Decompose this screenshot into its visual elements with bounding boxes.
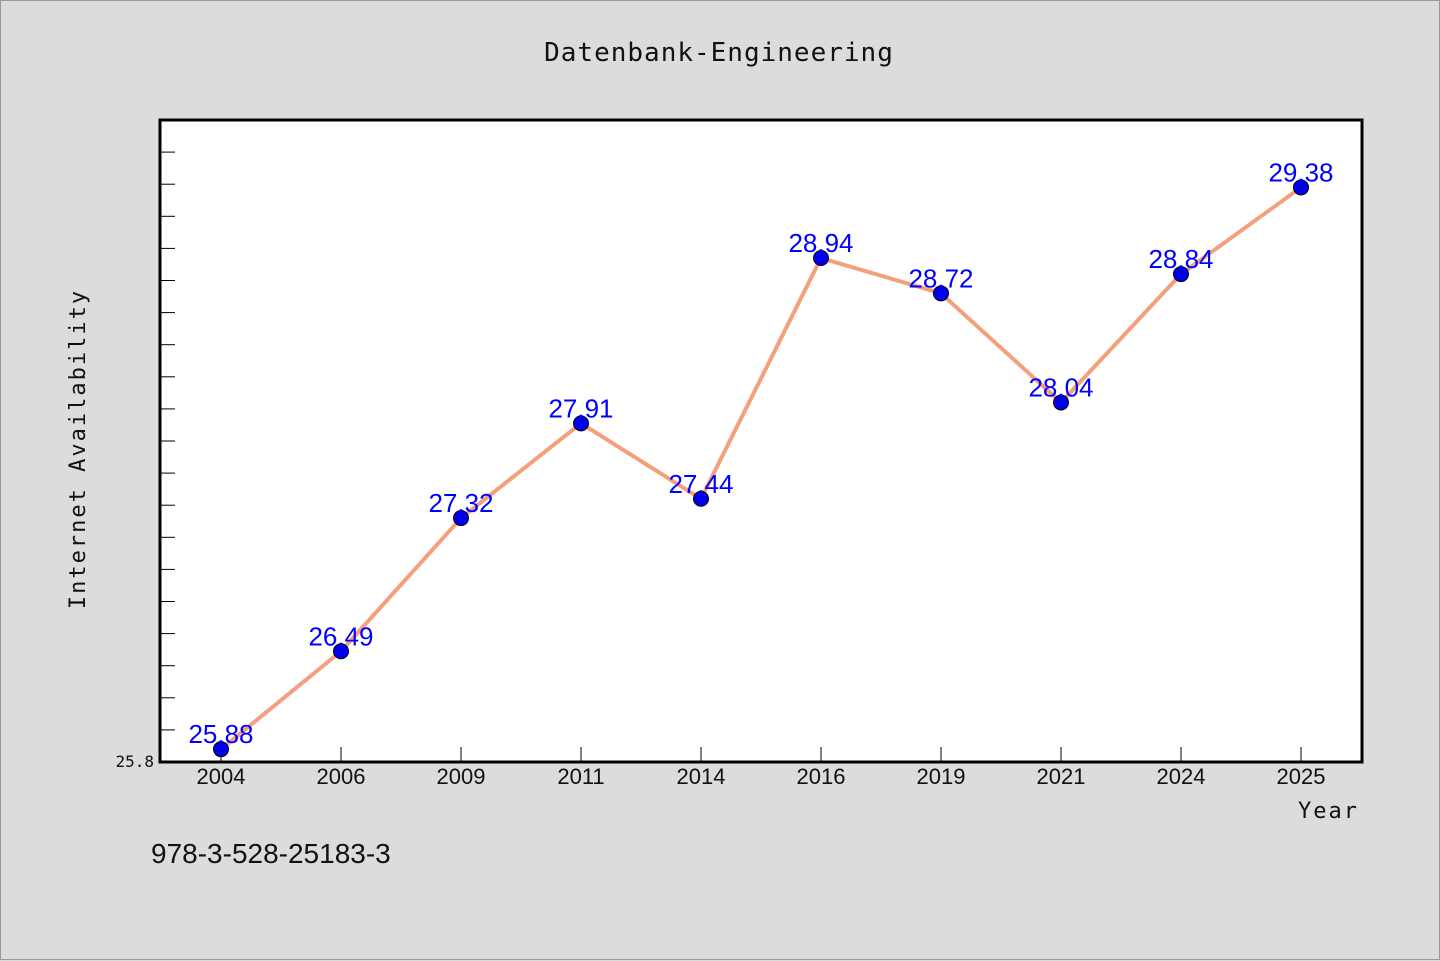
x-tick-label: 2009 xyxy=(437,764,486,789)
data-point xyxy=(213,741,229,758)
y-axis-min-label: 25.8 xyxy=(115,752,154,771)
x-tick-label: 2019 xyxy=(917,764,966,789)
data-label: 27.91 xyxy=(548,393,613,423)
data-label: 29.38 xyxy=(1268,157,1333,187)
x-tick-label: 2014 xyxy=(677,764,726,789)
data-point xyxy=(1293,179,1309,196)
x-axis-label: Year xyxy=(1298,799,1359,824)
data-label: 28.94 xyxy=(788,228,853,258)
y-axis-label: Internet Availability xyxy=(66,289,91,609)
data-point xyxy=(333,643,349,660)
data-label: 25.88 xyxy=(188,719,253,749)
isbn-text: 978-3-528-25183-3 xyxy=(151,838,391,869)
x-tick-label: 2011 xyxy=(557,764,604,789)
plot-area xyxy=(158,118,1364,764)
data-point xyxy=(813,250,829,267)
data-label: 27.44 xyxy=(668,469,733,499)
data-point xyxy=(453,510,469,527)
data-label: 26.49 xyxy=(308,621,373,651)
x-tick-label: 2004 xyxy=(197,764,246,789)
data-label: 28.04 xyxy=(1028,372,1093,402)
x-tick-label: 2016 xyxy=(797,764,846,789)
data-label: 28.84 xyxy=(1148,244,1213,274)
data-point xyxy=(1053,394,1069,411)
data-point xyxy=(693,490,709,507)
x-tick-label: 2006 xyxy=(317,764,366,789)
y-axis-ticks xyxy=(160,151,175,731)
x-axis-ticks xyxy=(220,747,1302,762)
x-tick-labels: 2004 2006 2009 2011 2014 2016 2019 2021 2024 2025 xyxy=(197,764,1326,789)
data-label: 27.32 xyxy=(428,488,493,518)
data-point xyxy=(933,285,949,302)
x-tick-label: 2025 xyxy=(1277,764,1326,789)
data-label: 28.72 xyxy=(908,263,973,293)
x-tick-label: 2024 xyxy=(1157,764,1206,789)
x-tick-label: 2021 xyxy=(1037,764,1086,789)
data-point xyxy=(1173,266,1189,283)
series-line xyxy=(219,185,1303,752)
chart-title: Datenbank-Engineering xyxy=(544,38,894,68)
series-layer: 25.88 26.49 27.32 27.91 27.44 28.94 28.72 28.04… xyxy=(188,157,1334,758)
data-point xyxy=(573,415,589,432)
